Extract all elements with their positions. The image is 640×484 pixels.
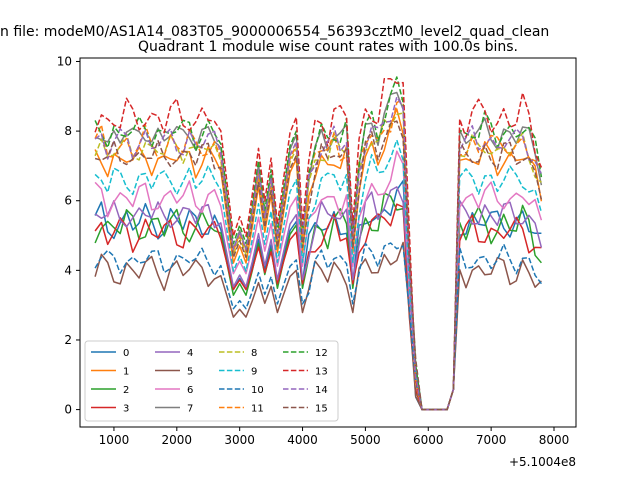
series-line-13 <box>94 77 543 411</box>
x-axis-ticks: 1000 2000 3000 4000 5000 6000 7000 8000 <box>99 427 570 447</box>
x-tick-label: 7000 <box>476 433 507 447</box>
legend-label: 10 <box>251 385 264 396</box>
y-tick-label: 10 <box>57 54 72 68</box>
legend-label: 8 <box>251 348 257 359</box>
legend-label: 12 <box>315 348 328 359</box>
x-tick-label: 6000 <box>413 433 444 447</box>
legend-label: 13 <box>315 367 328 378</box>
y-axis-ticks: 0 2 4 6 8 10 <box>57 54 80 417</box>
series-line-0 <box>94 180 542 411</box>
legend-label: 0 <box>123 348 129 359</box>
legend-label: 11 <box>251 404 264 415</box>
figure-suptitle: n file: modeM0/AS1A14_083T05_9000006554_… <box>0 24 549 40</box>
series-line-1 <box>94 108 543 411</box>
legend-label: 3 <box>123 404 129 415</box>
series-line-10 <box>94 242 543 411</box>
x-axis-offset-label: +5.1004e8 <box>509 455 576 469</box>
legend-label: 2 <box>123 385 129 396</box>
x-tick-label: 3000 <box>224 433 255 447</box>
legend-label: 5 <box>187 367 193 378</box>
series-line-11 <box>94 97 542 411</box>
legend-label: 4 <box>187 348 193 359</box>
legend-label: 1 <box>123 367 129 378</box>
legend-label: 6 <box>187 385 193 396</box>
series-line-6 <box>94 150 543 411</box>
chart-title: Quadrant 1 module wise count rates with … <box>138 39 518 55</box>
series-line-4 <box>94 186 543 411</box>
legend-label: 7 <box>187 404 193 415</box>
y-tick-label: 6 <box>64 194 72 208</box>
series-line-5 <box>94 241 542 411</box>
x-tick-label: 8000 <box>539 433 570 447</box>
x-tick-label: 5000 <box>350 433 381 447</box>
axes-frame <box>79 57 577 428</box>
series-line-3 <box>94 203 542 411</box>
x-tick-label: 2000 <box>162 433 193 447</box>
y-tick-label: 4 <box>64 263 72 277</box>
series-line-14 <box>94 96 543 411</box>
legend-label: 15 <box>315 404 328 415</box>
series-line-9 <box>94 139 543 411</box>
legend-label: 14 <box>315 385 328 396</box>
series-line-15 <box>94 120 543 411</box>
y-tick-label: 2 <box>64 333 72 347</box>
legend-box <box>84 340 339 422</box>
legend-label: 9 <box>251 367 257 378</box>
plot-lines <box>94 76 543 411</box>
series-line-12 <box>94 76 543 411</box>
x-tick-label: 4000 <box>287 433 318 447</box>
y-tick-label: 0 <box>64 403 72 417</box>
y-tick-label: 8 <box>64 124 72 138</box>
x-tick-label: 1000 <box>99 433 130 447</box>
